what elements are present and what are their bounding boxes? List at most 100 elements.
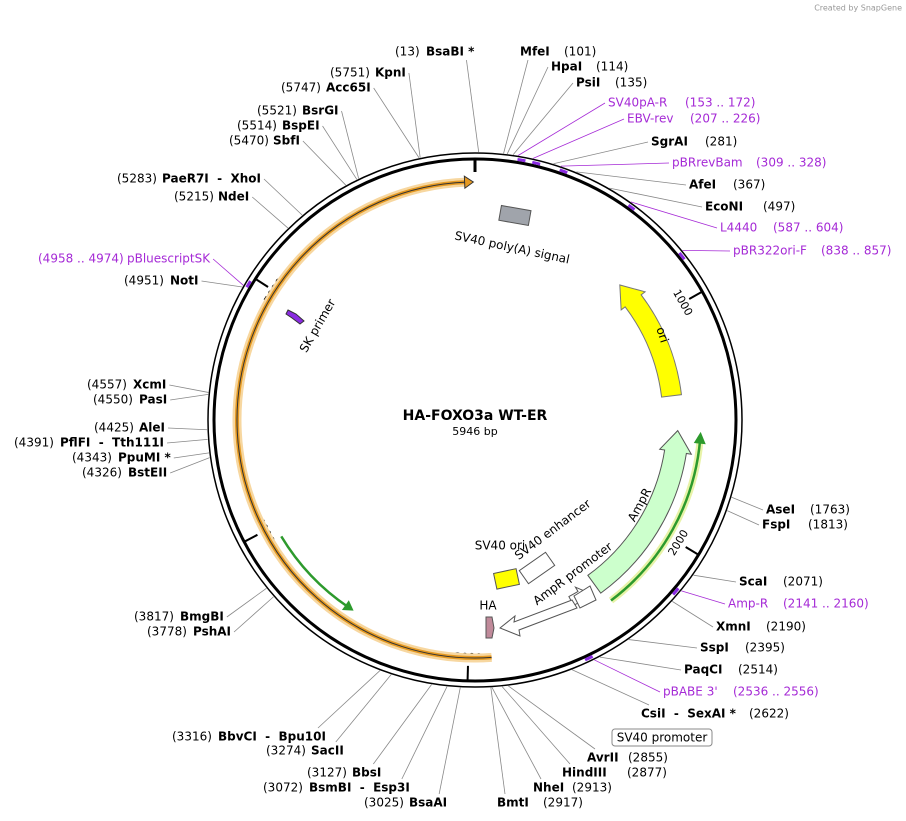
site-name: SacII [311, 744, 344, 758]
site-position: (3072) [263, 781, 303, 795]
site-position: (281) [705, 135, 737, 149]
primer-name: L4440 [720, 221, 757, 235]
feature-arc-line [236, 181, 492, 659]
site-name: PshAI [193, 625, 231, 639]
backbone-outer [207, 152, 743, 688]
site-name: BsaBI * [426, 45, 475, 59]
site-name: NdeI [218, 190, 249, 204]
primer-name: SV40pA-R [608, 96, 667, 110]
site-name: NheI [533, 781, 564, 795]
site-position: (2877) [627, 766, 667, 780]
site-position: (3025) [364, 796, 404, 810]
site-name: AfeI [689, 178, 716, 192]
arrow-head [693, 431, 706, 445]
site-name: AleI [139, 421, 165, 435]
site-name: BsaAI [409, 796, 447, 810]
feature-label: SV40 poly(A) signal [453, 228, 571, 266]
leader-line [512, 82, 574, 155]
leader-line [401, 686, 448, 780]
leader-line [335, 674, 392, 743]
leader-line [466, 59, 480, 153]
leader-line [560, 162, 670, 167]
leader-line [201, 280, 243, 288]
primer-range: (309 .. 328) [756, 156, 826, 170]
ring-tick [685, 546, 700, 556]
primer-mark [245, 280, 252, 289]
site-name: SgrAI [651, 135, 688, 149]
primer-name: Amp-R [728, 597, 768, 611]
primer-mark [671, 587, 680, 596]
site-position: (5514) [237, 119, 277, 133]
site-position: (3778) [147, 625, 187, 639]
site-position: (5470) [229, 134, 269, 148]
site-position: (4326) [82, 466, 122, 480]
site-position: (4425) [94, 421, 134, 435]
leader-line [490, 687, 506, 795]
primer-range: (153 .. 172) [685, 96, 755, 110]
site-position: (5283) [117, 172, 157, 186]
site-position: (114) [596, 60, 628, 74]
leader-line [341, 110, 360, 179]
site-position: (13) [395, 45, 420, 59]
feature-box [518, 551, 556, 585]
site-name: SspI [700, 641, 729, 655]
site-name: AvrII [587, 751, 619, 765]
leader-line [408, 72, 421, 158]
leader-line [373, 87, 420, 159]
leader-line [212, 258, 244, 286]
site-name: BsmBI - Esp3I [309, 781, 410, 795]
leader-line [599, 656, 682, 671]
site-name: NotI [170, 274, 199, 288]
site-position: (2622) [749, 707, 789, 721]
feature-arc [610, 439, 702, 602]
leader-line [251, 196, 289, 229]
site-name: BspEI [282, 119, 320, 133]
site-name: HpaI [551, 60, 582, 74]
site-position: (3274) [266, 744, 306, 758]
feature-label: SK primer [297, 297, 339, 355]
site-position: (5215) [174, 190, 214, 204]
primer-name: pBABE 3' [663, 685, 718, 699]
leader-line [681, 590, 726, 605]
leader-line [233, 596, 274, 633]
feature-label: ori [653, 325, 671, 344]
site-name: BbsI [352, 766, 381, 780]
primer-range: (207 .. 226) [690, 112, 760, 126]
ring-tick [254, 278, 269, 288]
leader-line [503, 59, 529, 154]
primer-mark [584, 655, 594, 662]
leader-line [594, 659, 661, 693]
feature-box [498, 204, 532, 227]
plasmid-title: HA-FOXO3a WT-ER [403, 408, 548, 424]
ori-arrow [619, 284, 683, 398]
leader-line [317, 670, 381, 729]
site-position: (2913) [572, 781, 612, 795]
ampr-arrow [587, 429, 693, 594]
feature-arrow [499, 599, 578, 637]
leader-line [630, 201, 718, 229]
site-position: (3316) [172, 730, 212, 744]
leader-line [302, 140, 347, 186]
site-name: CsiI - SexAI * [641, 707, 737, 721]
site-position: (2514) [738, 663, 778, 677]
site-name: PpuMI * [118, 451, 172, 465]
feature-arc [280, 535, 350, 609]
ring-tick-label: 1000 [670, 287, 695, 318]
site-position: (2071) [783, 575, 823, 589]
site-name: PasI [139, 393, 167, 407]
site-position: (101) [564, 45, 596, 59]
leader-line [682, 249, 731, 252]
site-position: (2190) [766, 620, 806, 634]
leader-line [322, 125, 358, 180]
site-name: ScaI [739, 575, 767, 589]
leader-line [167, 427, 208, 431]
leader-line [532, 118, 625, 159]
primer-name: pBRrevBam [672, 156, 743, 170]
primer-range: (838 .. 857) [821, 244, 891, 258]
watermark: Created by SnapGene [814, 4, 902, 13]
arrow-head [341, 600, 354, 611]
site-name: KpnI [375, 66, 406, 80]
site-position: (4550) [93, 393, 133, 407]
primer-mark [531, 160, 541, 166]
